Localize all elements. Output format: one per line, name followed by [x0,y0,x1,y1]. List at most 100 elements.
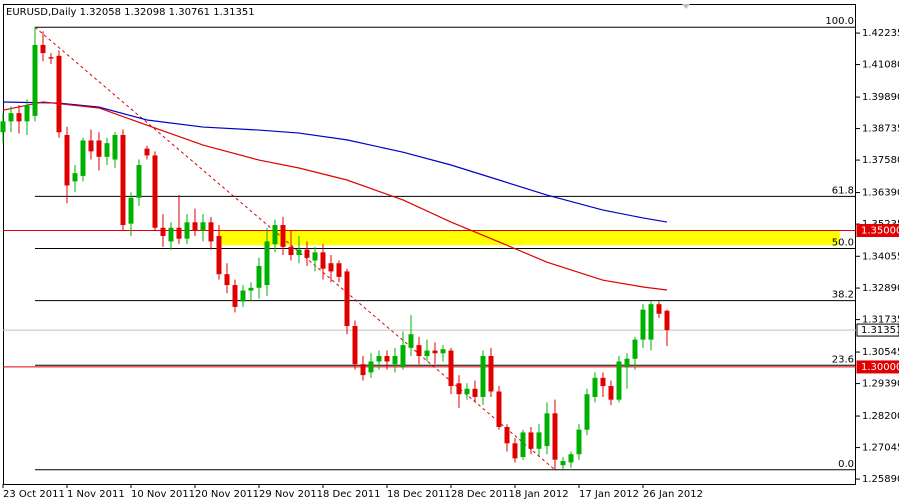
candle-body [280,225,286,247]
candle-body [328,263,334,272]
candle-body [512,443,518,459]
candle-body [504,426,510,444]
candle-body [160,227,166,236]
y-tick-label: 1.34055 [862,251,899,262]
candle-body [432,350,438,354]
candle-body [184,222,190,239]
candle-body [96,140,102,157]
fibo-label: 100.0 [825,16,854,27]
price-box [856,223,899,237]
price-box [856,323,899,337]
candle-body [136,165,142,198]
candle-body [248,287,254,291]
candle-body [536,432,542,449]
candle-body [320,252,326,269]
candle-body [664,310,670,331]
candle-body [200,222,206,231]
candle-body [600,377,606,387]
candle-body [272,225,278,245]
candle-body [640,309,646,340]
y-tick-label: 1.32890 [862,283,899,294]
moving-average [2,101,668,291]
y-tick-label: 1.37580 [862,155,899,166]
candle-body [552,413,558,460]
candle-body [296,249,302,256]
candle-body [616,361,622,400]
candle-body [488,356,494,392]
fibo-label: 0.0 [838,459,854,470]
candle-body [376,356,382,362]
candle-body [416,345,422,357]
x-tick-label: 1 Nov 2011 [67,489,125,500]
candle-body [264,241,270,286]
candle-body [112,134,118,160]
x-tick-label: 10 Nov 2011 [131,489,195,500]
candle-body [368,361,374,373]
y-tick-label: 1.25890 [862,474,899,485]
candle-body [168,227,174,242]
candle-body [464,388,470,395]
price-box-label: 1.30000 [861,362,899,373]
candle-body [456,383,462,395]
y-tick-label: 1.30545 [862,347,899,358]
candle-body [120,134,126,226]
candle-body [64,134,70,186]
candle-body [408,334,414,348]
x-tick-label: 23 Oct 2011 [3,489,65,500]
plot-border [3,4,856,485]
shift-marker [682,4,690,9]
candle-body [584,394,590,430]
candle-body [72,173,78,182]
candle-body [288,246,294,256]
candle-body [208,222,214,242]
candle-body [384,356,390,362]
x-tick-label: 8 Jan 2012 [515,489,569,500]
y-tick-label: 1.41080 [862,60,899,71]
candle-body [656,304,662,314]
candle-body [560,461,566,466]
y-tick-label: 1.39890 [862,92,899,103]
candle-body [360,364,366,376]
candle-body [128,197,134,224]
candle-body [472,388,478,397]
candle-body [176,227,182,239]
candle-body [480,356,486,397]
y-tick-label: 1.38735 [862,124,899,135]
y-tick-label: 1.31735 [862,315,899,326]
moving-average [2,101,668,223]
x-tick-label: 26 Jan 2012 [643,489,703,500]
candle-body [104,143,110,157]
fibo-label: 50.0 [832,238,854,249]
candle-body [80,140,86,176]
y-tick-label: 1.42235 [862,28,899,39]
candle-body [240,290,246,302]
candle-body [32,44,38,116]
x-tick-label: 28 Dec 2011 [451,489,515,500]
candle-body [216,235,222,275]
candle-body [624,358,630,367]
x-tick-label: 8 Dec 2011 [323,489,381,500]
candle-body [304,249,310,258]
y-tick-label: 1.29390 [862,379,899,390]
y-tick-label: 1.28200 [862,411,899,422]
candle-body [224,274,230,286]
candle-body [88,140,94,152]
x-tick-label: 29 Nov 2011 [259,489,323,500]
candle-body [8,113,14,122]
x-tick-label: 20 Nov 2011 [195,489,259,500]
candle-body [312,252,318,261]
candle-body [336,263,342,277]
candle-body [344,271,350,327]
candle-body [632,339,638,359]
candle-body [152,155,158,228]
candle-body [192,222,198,231]
price-box [856,360,899,374]
candle-body [424,350,430,357]
candle-body [400,345,406,367]
price-box-label: 1.35000 [861,225,899,236]
candle-body [648,304,654,340]
fibo-label: 23.6 [832,354,854,365]
candle-body [232,285,238,307]
